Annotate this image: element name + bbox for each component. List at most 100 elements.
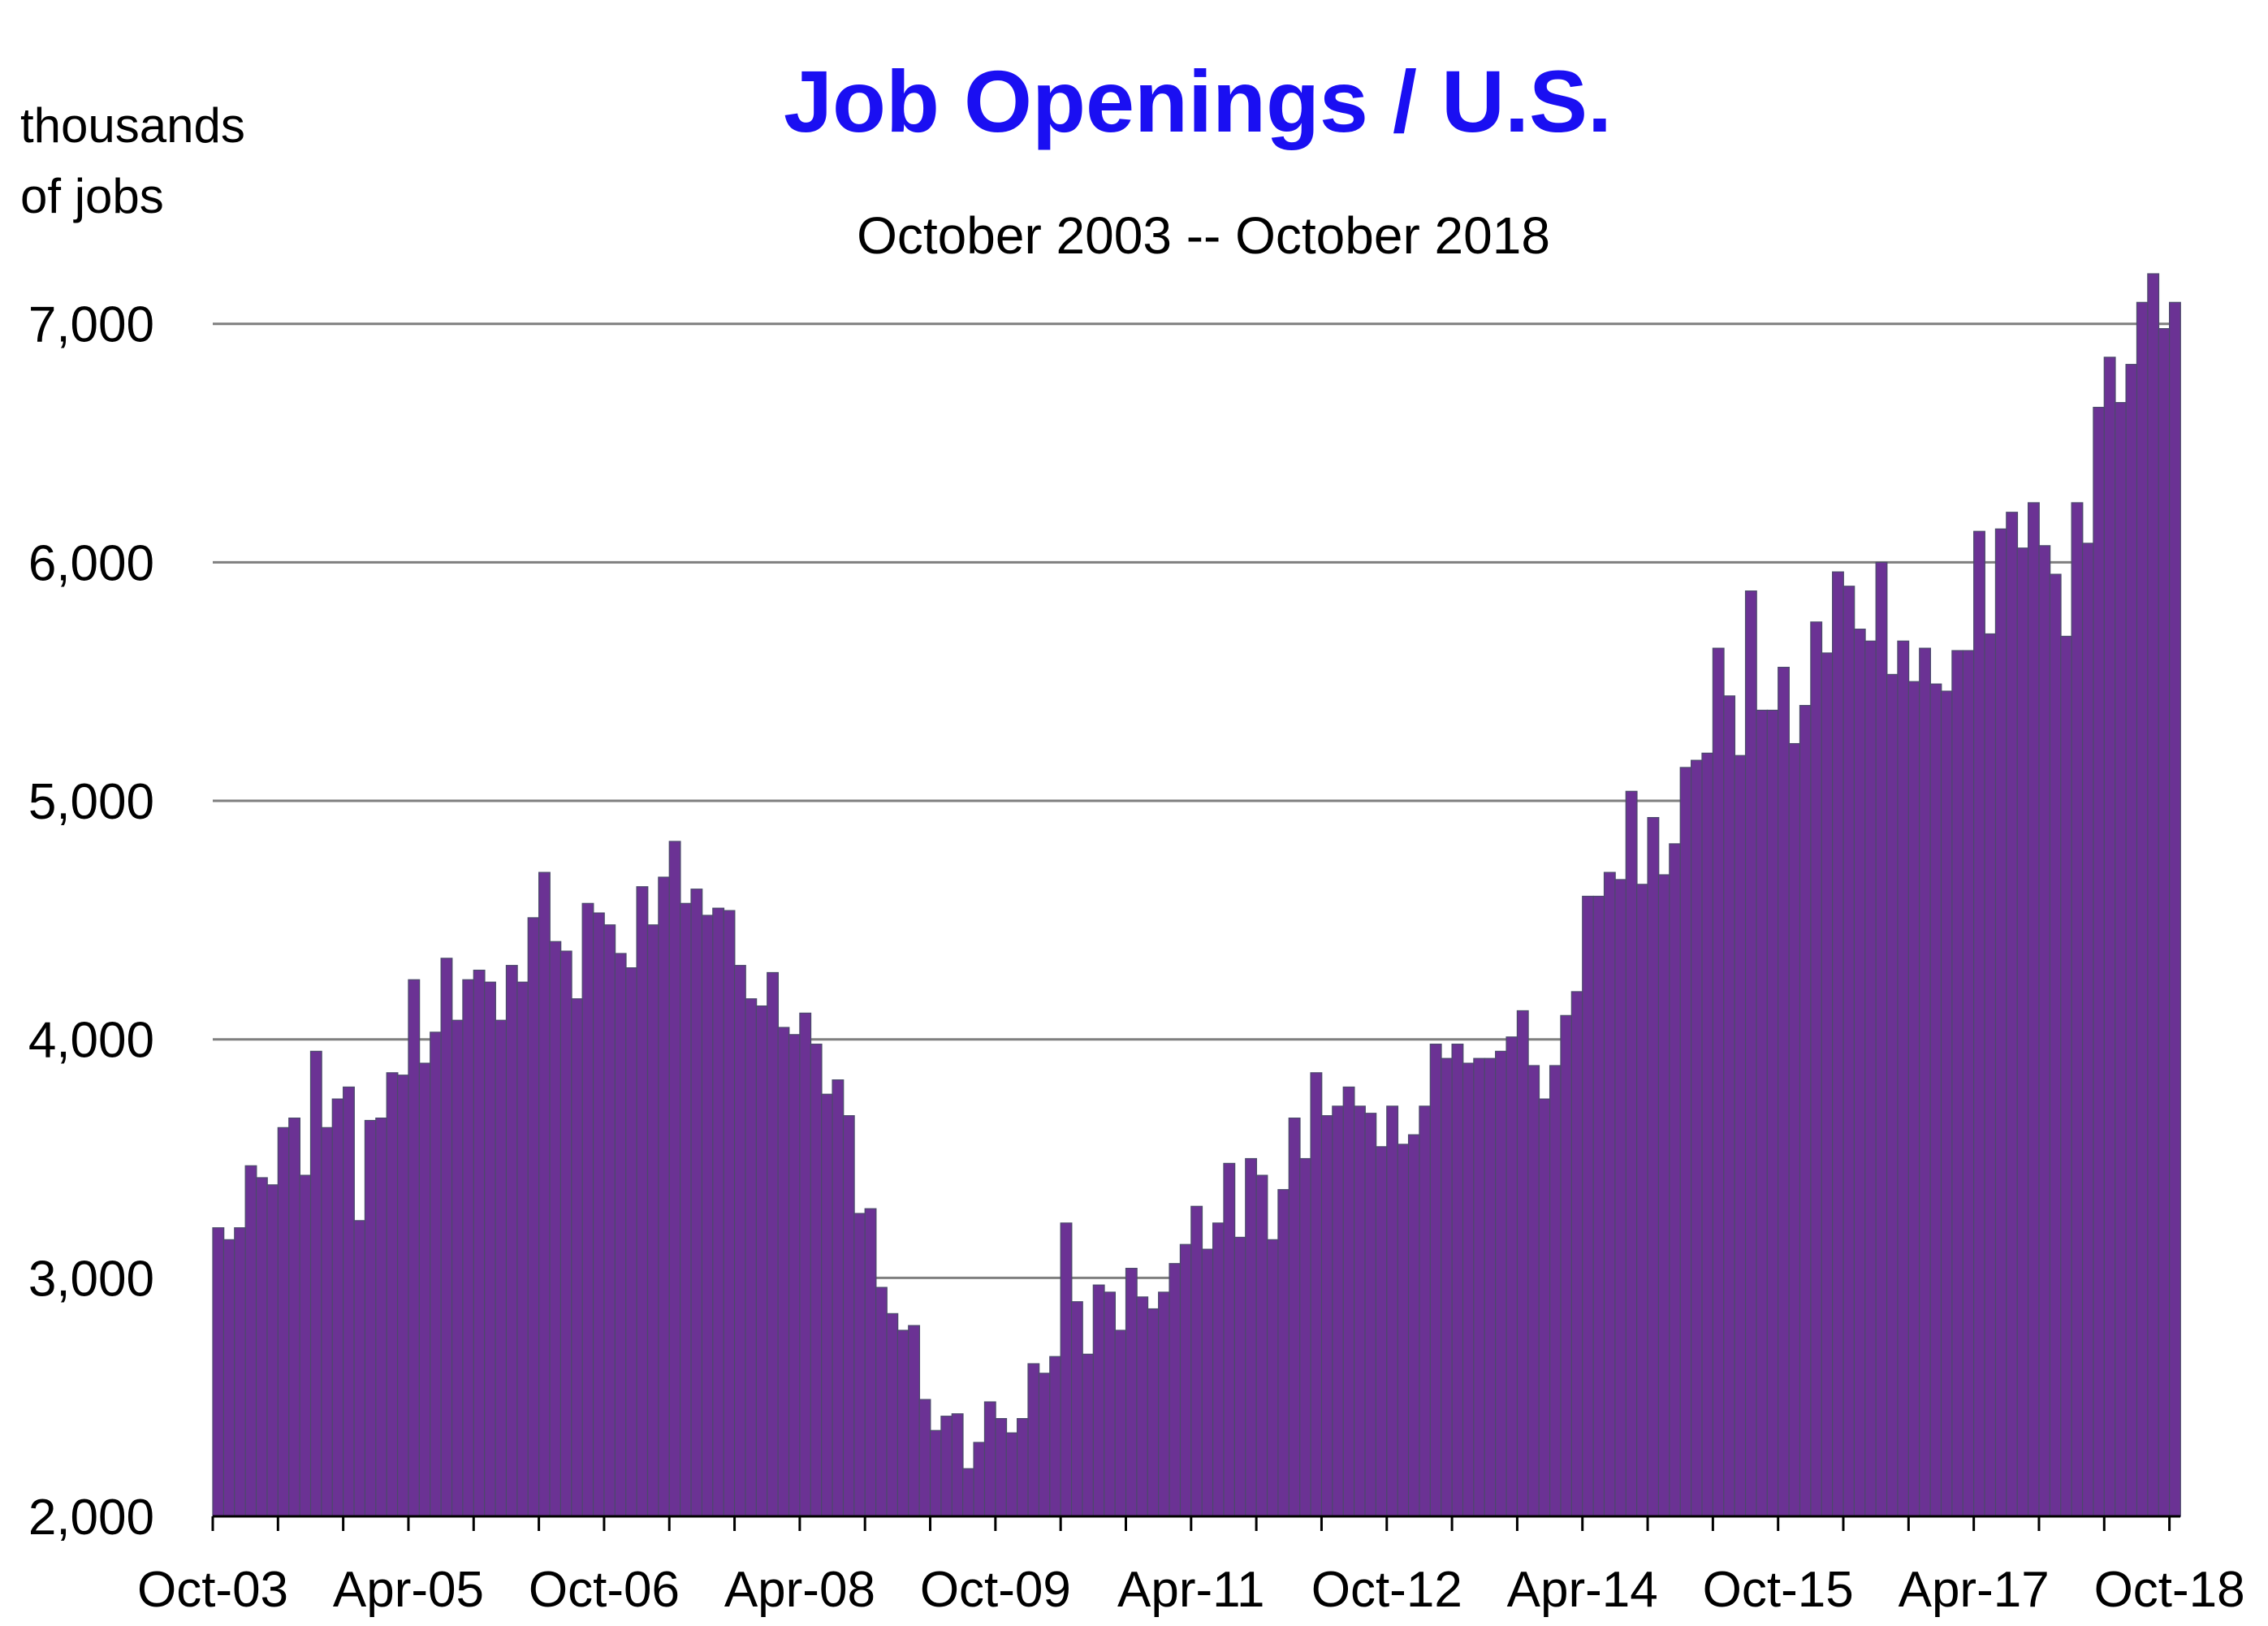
bar: [1886, 673, 1899, 1517]
bar: [451, 1019, 464, 1517]
x-axis: [211, 1515, 2180, 1531]
bar: [2147, 273, 2160, 1517]
bar: [1179, 1243, 1192, 1517]
x-tick-label: Oct-09: [920, 1562, 1071, 1618]
bar: [1603, 871, 1616, 1517]
bar: [1266, 1239, 1279, 1517]
bar: [1060, 1222, 1073, 1517]
bar: [733, 965, 746, 1517]
bar: [1070, 1301, 1083, 1517]
bar: [2049, 573, 2062, 1517]
bar: [1114, 1330, 1127, 1517]
bar: [2006, 512, 2019, 1517]
bar: [1592, 895, 1605, 1517]
bar: [1082, 1353, 1095, 1517]
bar: [1342, 1086, 1355, 1517]
bar: [1701, 752, 1714, 1517]
bar: [1669, 843, 1682, 1517]
bar: [690, 889, 703, 1517]
bar: [788, 1034, 801, 1517]
bar: [353, 1220, 366, 1517]
bar: [1744, 590, 1757, 1517]
bar: [1223, 1162, 1236, 1517]
y-axis-unit-line2: of jobs: [20, 169, 164, 223]
bar: [1994, 528, 2007, 1517]
bar: [581, 902, 594, 1517]
y-tick-label: 4,000: [28, 1013, 154, 1069]
bar: [1451, 1043, 1464, 1517]
bar: [1125, 1267, 1138, 1517]
bar: [386, 1072, 399, 1517]
bar: [723, 910, 736, 1517]
bar: [396, 1075, 409, 1517]
bar-series: [212, 273, 2181, 1517]
bar: [1441, 1057, 1453, 1517]
bar: [1419, 1105, 1432, 1517]
bar: [212, 1227, 225, 1517]
bar: [1429, 1043, 1442, 1517]
bar: [234, 1227, 247, 1517]
bar: [1951, 650, 1964, 1517]
bar: [1017, 1417, 1029, 1517]
bar: [244, 1165, 257, 1517]
bar: [418, 1062, 431, 1517]
bar: [592, 912, 605, 1517]
bar: [1386, 1105, 1399, 1517]
bar: [571, 998, 584, 1517]
bar: [2027, 502, 2040, 1517]
bar: [462, 979, 475, 1517]
bar: [1788, 742, 1801, 1517]
bar: [983, 1401, 996, 1517]
bar: [255, 1177, 268, 1517]
bar: [810, 1043, 823, 1517]
bar: [1647, 816, 1660, 1517]
bar: [1527, 1065, 1540, 1517]
bar: [2136, 301, 2149, 1517]
bar: [1723, 695, 1736, 1517]
bar: [1864, 640, 1877, 1517]
bar: [1354, 1105, 1366, 1517]
bar: [1299, 1157, 1311, 1517]
bar: [2103, 357, 2116, 1517]
bar: [1734, 755, 1747, 1517]
bar: [1821, 652, 1834, 1517]
bar: [2093, 406, 2106, 1517]
bar: [1245, 1157, 1258, 1517]
bar: [1277, 1189, 1290, 1517]
bar: [755, 1005, 768, 1517]
bar: [559, 950, 572, 1517]
x-tick-label: Oct-18: [2094, 1562, 2245, 1618]
bar: [1919, 647, 1932, 1517]
bar: [1332, 1105, 1345, 1517]
bar: [842, 1115, 855, 1517]
bar: [1810, 621, 1823, 1517]
bar: [375, 1117, 388, 1517]
x-tick-label: Apr-11: [1117, 1562, 1265, 1618]
bar: [1799, 704, 1812, 1517]
bar: [886, 1312, 899, 1517]
bar: [1897, 640, 1910, 1517]
bar: [1397, 1144, 1410, 1517]
bar: [1582, 895, 1595, 1517]
bar: [343, 1086, 355, 1517]
bar: [2071, 502, 2084, 1517]
bar: [1147, 1308, 1160, 1517]
bar: [2115, 402, 2127, 1517]
bar: [1375, 1146, 1388, 1517]
bar: [288, 1117, 300, 1517]
bar: [1973, 530, 1985, 1517]
bar: [1940, 690, 1953, 1517]
bar: [875, 1287, 888, 1517]
bar: [940, 1416, 953, 1517]
x-tick-label: Apr-17: [1899, 1562, 2050, 1618]
bar: [777, 1027, 790, 1517]
bar: [2169, 301, 2181, 1517]
y-tick-label: 3,000: [28, 1251, 154, 1307]
bar: [832, 1079, 845, 1517]
bar: [1907, 681, 1920, 1517]
x-axis-ticks: Oct-03 Apr-05 Oct-06 Apr-08 Oct-09 Apr-11 Oct-…: [137, 1562, 2245, 1618]
x-tick-label: Oct-15: [1703, 1562, 1854, 1618]
bar: [1691, 759, 1703, 1517]
bar: [636, 886, 649, 1517]
